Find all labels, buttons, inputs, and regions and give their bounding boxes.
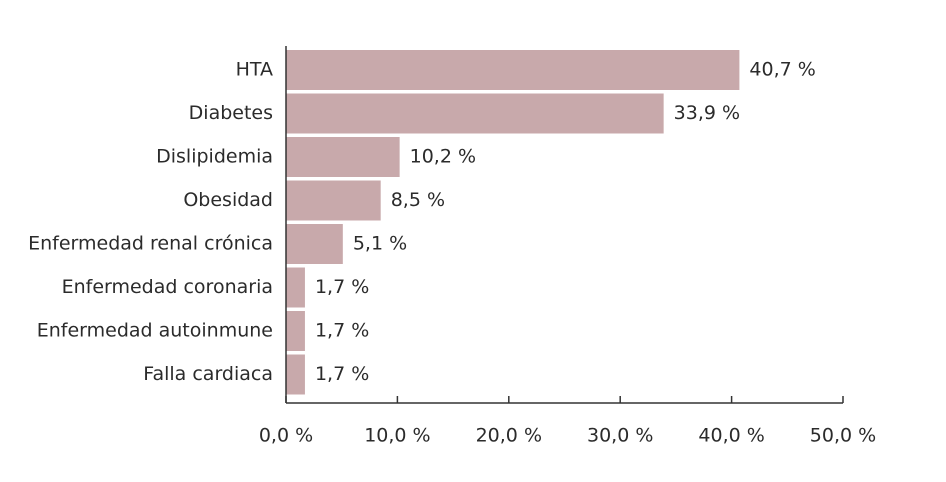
- category-label: Diabetes: [189, 102, 273, 124]
- bar-2: [286, 93, 664, 134]
- value-label: 1,7 %: [315, 320, 369, 342]
- axes-group: [285, 46, 844, 404]
- value-label: 33,9 %: [674, 102, 740, 124]
- value-label: 8,5 %: [391, 189, 445, 211]
- category-label: Enfermedad autoinmune: [37, 320, 273, 342]
- category-label: Obesidad: [183, 189, 273, 211]
- category-label: HTA: [236, 59, 273, 81]
- category-label: Enfermedad renal crónica: [28, 233, 273, 255]
- x-tick-label: 10,0 %: [364, 425, 430, 447]
- category-label: Enfermedad coronaria: [62, 276, 273, 298]
- value-label: 5,1 %: [353, 233, 407, 255]
- value-label: 40,7 %: [749, 59, 815, 81]
- bars-group: [286, 50, 740, 395]
- labels-group: HTA 40,7 % Diabetes 33,9 % Dislipidemia 10,2 …: [28, 59, 876, 447]
- x-tick-label: 20,0 %: [476, 425, 542, 447]
- bar-1: [286, 50, 740, 90]
- category-label: Falla cardiaca: [143, 363, 273, 385]
- bar-8: [286, 354, 305, 395]
- bar-7: [286, 311, 305, 351]
- x-tick-label: 40,0 %: [698, 425, 764, 447]
- x-tick-label: 50,0 %: [810, 425, 876, 447]
- bar-4: [286, 180, 381, 221]
- bar-5: [286, 224, 343, 264]
- x-tick-label: 30,0 %: [587, 425, 653, 447]
- bar-6: [286, 267, 305, 308]
- x-tick-label: 0,0 %: [259, 425, 313, 447]
- bar-3: [286, 137, 400, 177]
- value-label: 1,7 %: [315, 363, 369, 385]
- category-label: Dislipidemia: [156, 146, 273, 168]
- value-label: 10,2 %: [410, 146, 476, 168]
- value-label: 1,7 %: [315, 276, 369, 298]
